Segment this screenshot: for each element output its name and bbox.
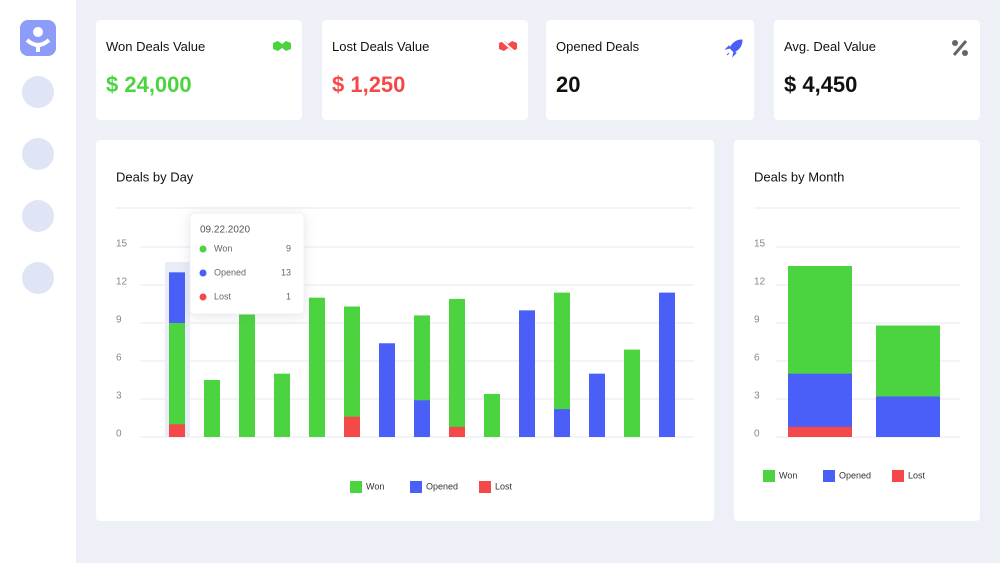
tooltip: 09.22.2020 Won 9 Opened 13 Lost 1 (189, 212, 305, 315)
bar (788, 373, 852, 437)
tooltip-value: 13 (281, 267, 291, 277)
y-tick-label: 6 (754, 353, 760, 364)
card-icon (724, 39, 743, 58)
stat-card: Avg. Deal Value $ 4,450 (774, 20, 980, 120)
bar (519, 310, 535, 437)
card-title: Avg. Deal Value (784, 39, 877, 54)
y-tick-label: 9 (754, 315, 760, 326)
tooltip-label: Won (214, 243, 232, 253)
card-value: $ 1,250 (332, 72, 406, 97)
legend-label: Opened (839, 470, 871, 480)
y-tick-label: 0 (116, 429, 122, 440)
card-title: Lost Deals Value (332, 39, 430, 54)
tooltip-value: 1 (286, 291, 291, 301)
legend-swatch (763, 470, 775, 482)
legend-label: Won (366, 481, 384, 491)
card-title: Won Deals Value (106, 39, 206, 54)
stat-card: Won Deals Value $ 24,000 (96, 20, 302, 120)
y-tick-label: 9 (116, 315, 122, 326)
tooltip-label: Opened (214, 267, 246, 277)
legend-label: Lost (495, 481, 513, 491)
bar (589, 373, 605, 437)
y-tick-label: 15 (754, 239, 766, 250)
card-icon (273, 41, 291, 51)
nav-item[interactable] (22, 138, 54, 170)
bar (554, 292, 570, 437)
card-value: 20 (556, 72, 581, 97)
bar (876, 396, 940, 437)
bar (449, 298, 465, 437)
chart-title: Deals by Day (116, 169, 194, 184)
tooltip-box (189, 212, 305, 315)
card-icon (952, 40, 968, 56)
legend-label: Won (779, 470, 797, 480)
bar (344, 416, 360, 437)
bar (344, 306, 360, 437)
bar (204, 380, 220, 437)
tooltip-label: Lost (214, 291, 232, 301)
bar (484, 393, 500, 437)
y-tick-label: 3 (754, 391, 760, 402)
y-tick-label: 12 (754, 277, 766, 288)
y-tick-label: 0 (754, 429, 760, 440)
nav-item[interactable] (22, 262, 54, 294)
card-value: $ 4,450 (784, 72, 858, 97)
bar (788, 426, 852, 437)
nav-item[interactable] (22, 200, 54, 232)
legend-swatch (892, 470, 904, 482)
tooltip-value: 9 (286, 243, 291, 253)
legend-swatch (479, 481, 491, 493)
legend-swatch (350, 481, 362, 493)
y-tick-label: 6 (116, 353, 122, 364)
chart-title: Deals by Month (754, 169, 844, 184)
bar (414, 400, 430, 437)
legend-swatch (410, 481, 422, 493)
chart-panel (96, 140, 714, 521)
stat-card: Opened Deals 20 (546, 20, 754, 120)
legend-swatch (823, 470, 835, 482)
y-tick-label: 12 (116, 277, 128, 288)
tooltip-dot (199, 293, 207, 301)
card-icon (499, 38, 517, 54)
tooltip-title: 09.22.2020 (200, 225, 250, 236)
tooltip-dot (199, 245, 207, 253)
bar (554, 409, 570, 437)
legend-label: Lost (908, 470, 926, 480)
card-value: $ 24,000 (106, 72, 192, 97)
bar (239, 310, 255, 437)
card-title: Opened Deals (556, 39, 640, 54)
y-tick-label: 3 (116, 391, 122, 402)
bar (379, 343, 395, 437)
logo-icon (25, 27, 51, 52)
nav-item[interactable] (22, 76, 54, 108)
tooltip-dot (199, 269, 207, 277)
bar (624, 349, 640, 437)
logo[interactable] (20, 20, 56, 56)
stat-card: Lost Deals Value $ 1,250 (322, 20, 528, 120)
bar (449, 426, 465, 437)
sidebar (0, 0, 76, 563)
bar (169, 424, 185, 437)
bar (659, 292, 675, 437)
bar (169, 323, 185, 437)
y-tick-label: 15 (116, 239, 128, 250)
legend-label: Opened (426, 481, 458, 491)
bar (274, 373, 290, 437)
bar (309, 297, 325, 437)
